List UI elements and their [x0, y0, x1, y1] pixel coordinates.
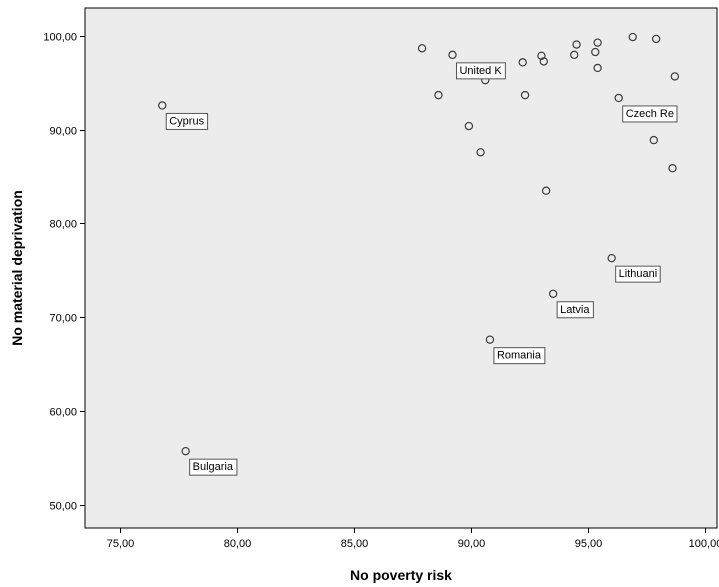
- data-point: [628, 32, 637, 42]
- point-label-box: [165, 112, 209, 130]
- data-point: [649, 135, 659, 145]
- data-point: [158, 101, 167, 110]
- data-point: [464, 121, 474, 131]
- point-label-text: Lithuani: [619, 268, 658, 280]
- y-tick-label: 100,00: [43, 32, 77, 44]
- data-point: [518, 58, 527, 67]
- data-point: [539, 57, 548, 66]
- point-label-text: Bulgaria: [193, 461, 234, 473]
- point-label-text: Romania: [497, 350, 542, 362]
- data-point: [476, 148, 485, 157]
- point-label-text: Latvia: [560, 304, 590, 316]
- y-tick-label: 80,00: [49, 219, 77, 231]
- x-tick-label: 85,00: [341, 538, 369, 550]
- point-label-box: [493, 347, 546, 365]
- point-label: Cyprus: [165, 112, 209, 130]
- data-point: [572, 40, 581, 49]
- point-label-text: Cyprus: [169, 115, 204, 127]
- point-label-box: [455, 62, 506, 80]
- y-tick-label: 60,00: [49, 407, 77, 419]
- data-point: [520, 90, 530, 100]
- y-tick-label: 70,00: [49, 313, 77, 325]
- data-point: [434, 90, 443, 100]
- data-points: [158, 32, 680, 456]
- y-tick-label: 90,00: [49, 126, 77, 138]
- x-axis-title: No poverty risk: [350, 567, 452, 583]
- x-axis: 75,00 80,00 85,00 90,00 95,00 100,00: [107, 528, 719, 550]
- point-label: Bulgaria: [189, 458, 238, 476]
- point-label: Romania: [493, 347, 546, 365]
- point-label-text: United K: [459, 65, 502, 77]
- x-tick-label: 75,00: [107, 538, 135, 550]
- point-label: Czech Re: [622, 105, 678, 123]
- data-point: [570, 50, 579, 60]
- data-point: [591, 47, 600, 57]
- y-axis: 50,00 60,00 70,00 80,00 90,00 100,00: [43, 32, 85, 513]
- data-point: [670, 72, 680, 81]
- data-point: [485, 335, 495, 344]
- data-point: [541, 186, 551, 195]
- point-label-box: [615, 265, 661, 283]
- x-tick-label: 100,00: [689, 538, 719, 550]
- x-tick-label: 80,00: [224, 538, 252, 550]
- point-label-text: Czech Re: [626, 108, 674, 120]
- point-label-box: [189, 458, 238, 476]
- data-point: [651, 34, 661, 44]
- data-point: [668, 164, 677, 173]
- data-point: [181, 446, 190, 456]
- point-label-box: [622, 105, 678, 123]
- data-point: [417, 44, 427, 53]
- data-point: [593, 63, 602, 73]
- x-tick-label: 90,00: [458, 538, 486, 550]
- data-point: [548, 289, 558, 298]
- point-label: United K: [455, 62, 506, 80]
- data-point: [607, 253, 616, 263]
- x-tick-label: 95,00: [575, 538, 603, 550]
- data-point: [448, 50, 457, 60]
- point-label: Latvia: [556, 301, 594, 319]
- data-point: [593, 38, 602, 47]
- y-axis-title: No material deprivation: [9, 190, 25, 346]
- point-label: Lithuani: [615, 265, 661, 283]
- data-point: [537, 51, 546, 60]
- y-tick-label: 50,00: [49, 501, 77, 513]
- data-point: [614, 93, 623, 103]
- point-label-box: [556, 301, 594, 319]
- plot-area: [84, 7, 718, 529]
- point-labels: Cyprus Bulgaria United K Romania Latvia Lithu…: [165, 62, 678, 476]
